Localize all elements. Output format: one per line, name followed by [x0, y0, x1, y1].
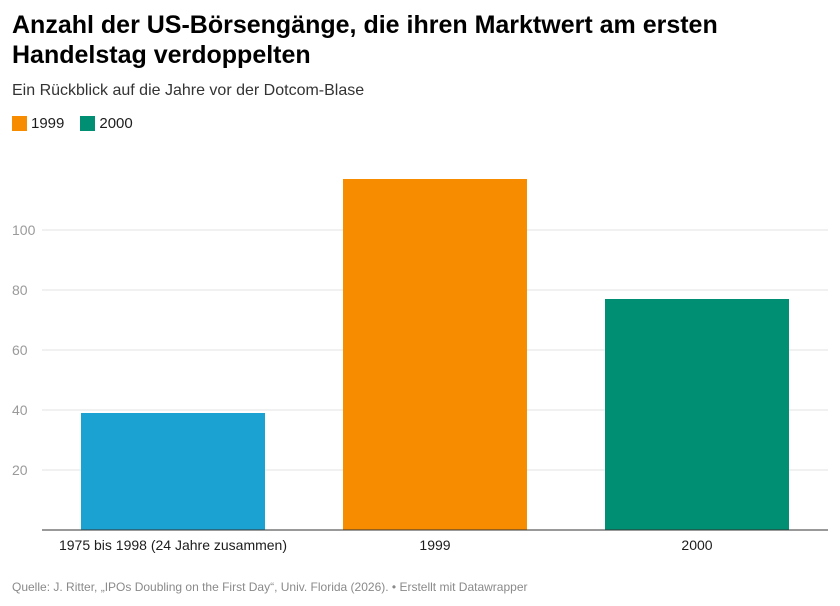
y-tick-label-80: 80 — [12, 282, 28, 298]
legend-swatch-1999 — [12, 116, 27, 131]
y-tick-label-40: 40 — [12, 402, 28, 418]
bar-chart: 20 40 60 80 100 1975 bis 1998 (24 Jahre zusam… — [12, 179, 828, 553]
legend-item-1999: 1999 — [12, 115, 64, 132]
x-category-label-1: 1975 bis 1998 (24 Jahre zusammen) — [59, 537, 287, 553]
bar-3 — [605, 299, 789, 530]
y-tick-label-60: 60 — [12, 342, 28, 358]
y-tick-label-20: 20 — [12, 462, 28, 478]
legend-swatch-2000 — [80, 116, 96, 131]
legend: 1999 2000 — [12, 115, 149, 132]
chart-subtitle: Ein Rückblick auf die Jahre vor der Dotc… — [12, 82, 365, 99]
bar-2 — [343, 179, 527, 530]
source-note: Quelle: J. Ritter, „IPOs Doubling on the… — [12, 580, 528, 594]
bar-1 — [81, 413, 265, 530]
legend-label-2000: 2000 — [99, 115, 133, 132]
legend-item-2000: 2000 — [80, 115, 133, 132]
chart-title: Anzahl der US-Börsengänge, die ihren Mar… — [12, 11, 718, 69]
y-tick-label-100: 100 — [12, 222, 36, 238]
legend-label-1999: 1999 — [31, 115, 65, 132]
x-category-label-3: 2000 — [681, 537, 712, 553]
x-category-label-2: 1999 — [419, 537, 450, 553]
